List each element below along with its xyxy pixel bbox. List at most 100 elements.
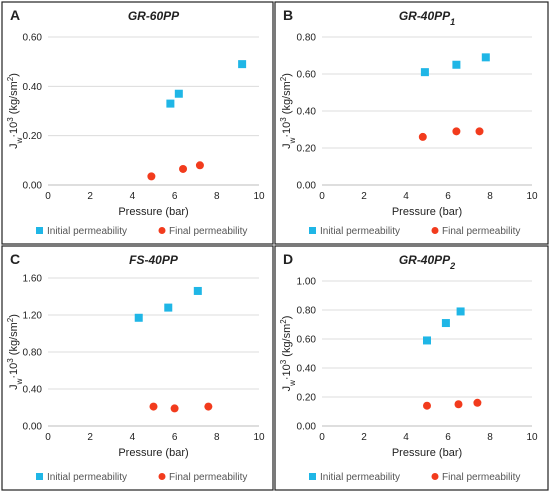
data-point-initial [452, 60, 461, 69]
y-axis-title-sup2: 2 [6, 317, 15, 322]
panel-frame [1, 1, 274, 245]
data-point-initial [456, 307, 465, 316]
x-tick-label: 2 [361, 432, 367, 443]
y-tick-label: 0.80 [23, 348, 43, 359]
data-point-final [179, 164, 188, 173]
data-point-final [475, 127, 484, 136]
panel-frame [274, 245, 549, 491]
y-axis-title-sup: 3 [6, 117, 15, 122]
legend-marker-initial [36, 227, 43, 234]
chart-title-main: GR-60PP [128, 9, 180, 23]
y-axis-title-sup: 3 [6, 358, 15, 363]
legend-label: Final permeability [442, 472, 520, 483]
y-axis-title-subscript: w [15, 137, 24, 144]
data-point-final [170, 404, 179, 413]
y-axis-title-j: J [281, 143, 293, 149]
legend-label: Initial permeability [47, 226, 127, 237]
y-axis-title-subscript: w [15, 378, 24, 385]
x-tick-label: 6 [445, 432, 451, 443]
x-tick-label: 8 [487, 432, 493, 443]
x-tick-label: 0 [319, 432, 325, 443]
x-tick-label: 6 [172, 191, 178, 202]
chart-title-main: FS-40PP [129, 253, 179, 267]
x-tick-label: 8 [214, 191, 220, 202]
legend-label: Final permeability [442, 226, 520, 237]
y-tick-label: 0.40 [23, 82, 43, 93]
y-tick-label: 0.40 [23, 385, 43, 396]
x-tick-label: 4 [130, 432, 136, 443]
x-tick-label: 10 [526, 191, 538, 202]
legend-marker-initial [309, 473, 316, 480]
y-tick-label: 0.80 [297, 306, 317, 317]
data-point-initial [134, 313, 143, 322]
y-axis-title-mid: ·10 [281, 364, 293, 380]
panel-letter: D [283, 251, 293, 267]
data-point-initial [174, 89, 183, 98]
x-axis-title: Pressure (bar) [392, 447, 462, 459]
y-axis-title-subscript: w [288, 380, 297, 387]
y-axis-title: Jw·103 (kg/sm2) [6, 73, 24, 149]
x-tick-label: 0 [319, 191, 325, 202]
y-axis-title-end: ) [281, 316, 293, 320]
legend-label: Initial permeability [320, 472, 400, 483]
x-tick-label: 4 [130, 191, 136, 202]
data-point-initial [441, 319, 450, 328]
x-tick-label: 2 [361, 191, 367, 202]
chart-panel-c: C FS-40PP 0.00 0.40 0.80 1.20 1.60 0 2 4 6 8 10 Press… [1, 245, 274, 491]
legend-label: Final permeability [169, 472, 247, 483]
legend-marker-final [158, 473, 166, 480]
x-tick-label: 4 [403, 432, 409, 443]
y-axis-title: Jw·103 (kg/sm2) [6, 314, 24, 390]
y-tick-label: 1.00 [297, 277, 317, 288]
x-tick-label: 8 [487, 191, 493, 202]
x-tick-label: 2 [87, 432, 93, 443]
data-point-final [149, 402, 158, 411]
y-axis-title-sup2: 2 [279, 319, 288, 324]
legend-marker-final [431, 227, 439, 234]
data-point-initial [193, 286, 202, 295]
data-point-initial [238, 60, 247, 69]
y-axis-title-unit: (kg/sm [281, 324, 293, 360]
y-axis-title-end: ) [8, 73, 20, 77]
chart-title: GR-60PP [128, 9, 180, 23]
y-tick-label: 0.80 [297, 33, 317, 44]
y-tick-label: 0.20 [23, 131, 43, 142]
x-axis-title: Pressure (bar) [392, 206, 462, 218]
x-axis-title: Pressure (bar) [118, 206, 188, 218]
y-axis-title: Jw·103 (kg/sm2) [279, 316, 297, 392]
y-axis-title-sup2: 2 [6, 76, 15, 81]
panel-frame [1, 245, 274, 491]
y-axis-title-mid: ·10 [8, 363, 20, 379]
data-point-initial [166, 99, 175, 108]
chart-title-main: GR-40PP [399, 9, 451, 23]
y-tick-label: 1.60 [23, 274, 43, 285]
legend-label: Initial permeability [320, 226, 400, 237]
y-axis-title-j: J [281, 386, 293, 392]
y-axis-title-unit: (kg/sm [281, 81, 293, 117]
data-point-final [195, 161, 204, 170]
data-point-initial [164, 303, 173, 312]
y-axis-title-unit: (kg/sm [8, 81, 20, 117]
y-axis-title-j: J [8, 384, 20, 390]
chart-title: GR-40PP1 [399, 9, 455, 27]
y-tick-label: 0.00 [23, 422, 43, 433]
data-point-initial [420, 68, 429, 77]
data-point-final [454, 400, 463, 409]
data-point-final [204, 402, 213, 411]
data-point-final [423, 401, 431, 410]
x-tick-label: 10 [526, 432, 538, 443]
x-tick-label: 2 [87, 191, 93, 202]
y-tick-label: 0.60 [23, 33, 43, 44]
y-axis-title-sup: 3 [279, 117, 288, 122]
chart-panel-b: B GR-40PP1 0.00 0.20 0.40 0.60 0.80 0 2 4 6 8 10 Pres… [274, 1, 549, 245]
panel-frame [274, 1, 549, 245]
y-axis-title-mid: ·10 [8, 122, 20, 138]
panel-letter: C [10, 251, 20, 267]
x-tick-label: 6 [445, 191, 451, 202]
legend-marker-initial [309, 227, 316, 234]
legend-label: Initial permeability [47, 472, 127, 483]
x-tick-label: 10 [253, 432, 265, 443]
x-tick-label: 0 [45, 432, 51, 443]
data-point-final [418, 132, 427, 141]
